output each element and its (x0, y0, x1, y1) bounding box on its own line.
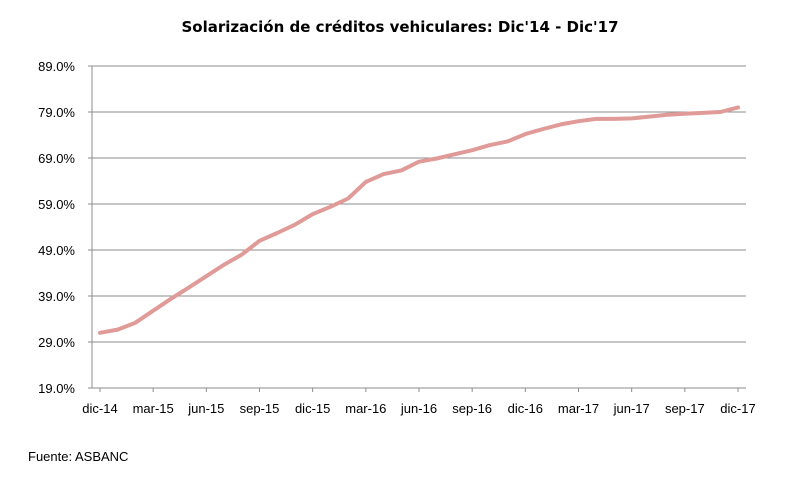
data-point (417, 160, 421, 164)
y-axis-ticks: 89.0% 79.0% 69.0% 59.0% 49.0% 39.0% 29.0% 19.0% (38, 59, 92, 396)
data-point (647, 115, 651, 119)
x-tick-label: dic-14 (82, 401, 117, 416)
data-point (612, 117, 616, 121)
data-point (311, 212, 315, 216)
data-point (488, 143, 492, 147)
axes (91, 66, 746, 389)
y-tick-label: 39.0% (38, 289, 75, 304)
y-tick-label: 19.0% (38, 381, 75, 396)
data-point (187, 286, 191, 290)
y-tick-label: 69.0% (38, 151, 75, 166)
data-point (328, 205, 332, 209)
x-tick-label: sep-16 (452, 401, 492, 416)
y-tick-label: 89.0% (38, 59, 75, 74)
data-point (665, 113, 669, 117)
data-point (577, 119, 581, 123)
data-point (718, 110, 722, 114)
x-tick-label: jun-15 (187, 401, 224, 416)
x-tick-label: jun-17 (613, 401, 650, 416)
data-point (364, 180, 368, 184)
data-point (630, 116, 634, 120)
x-tick-label: dic-15 (295, 401, 330, 416)
data-point (382, 172, 386, 176)
x-tick-label: sep-15 (240, 401, 280, 416)
data-point (258, 239, 262, 243)
data-point (399, 168, 403, 172)
data-point (701, 111, 705, 115)
data-point (293, 223, 297, 227)
y-tick-label: 29.0% (38, 335, 75, 350)
data-point (133, 321, 137, 325)
x-tick-label: mar-16 (345, 401, 386, 416)
data-point (116, 328, 120, 332)
data-point (275, 231, 279, 235)
x-tick-label: dic-17 (720, 401, 755, 416)
data-point (169, 297, 173, 301)
data-point (346, 196, 350, 200)
data-point (240, 253, 244, 257)
data-point (594, 117, 598, 121)
x-tick-label: sep-17 (665, 401, 705, 416)
x-tick-label: jun-16 (400, 401, 437, 416)
x-axis-ticks: dic-14 mar-15 jun-15 sep-15 dic-15 mar-16 jun-… (82, 388, 756, 416)
y-tick-label: 59.0% (38, 197, 75, 212)
series-group (98, 105, 740, 335)
data-point (506, 139, 510, 143)
data-point (204, 274, 208, 278)
data-point (222, 263, 226, 267)
data-point (683, 112, 687, 116)
data-point (541, 127, 545, 131)
data-point (151, 309, 155, 313)
data-point (470, 148, 474, 152)
data-point (523, 132, 527, 136)
y-tick-label: 79.0% (38, 105, 75, 120)
x-tick-label: mar-17 (558, 401, 599, 416)
y-tick-label: 49.0% (38, 243, 75, 258)
source-note: Fuente: ASBANC (28, 449, 129, 464)
data-point (736, 105, 740, 109)
data-point (452, 152, 456, 156)
x-tick-label: dic-16 (508, 401, 543, 416)
data-point (98, 331, 102, 335)
x-tick-label: mar-15 (133, 401, 174, 416)
gridlines (92, 65, 746, 389)
data-point (559, 122, 563, 126)
chart-title: Solarización de créditos vehiculares: Di… (181, 18, 619, 36)
series-line (98, 105, 740, 335)
data-point (435, 156, 439, 160)
